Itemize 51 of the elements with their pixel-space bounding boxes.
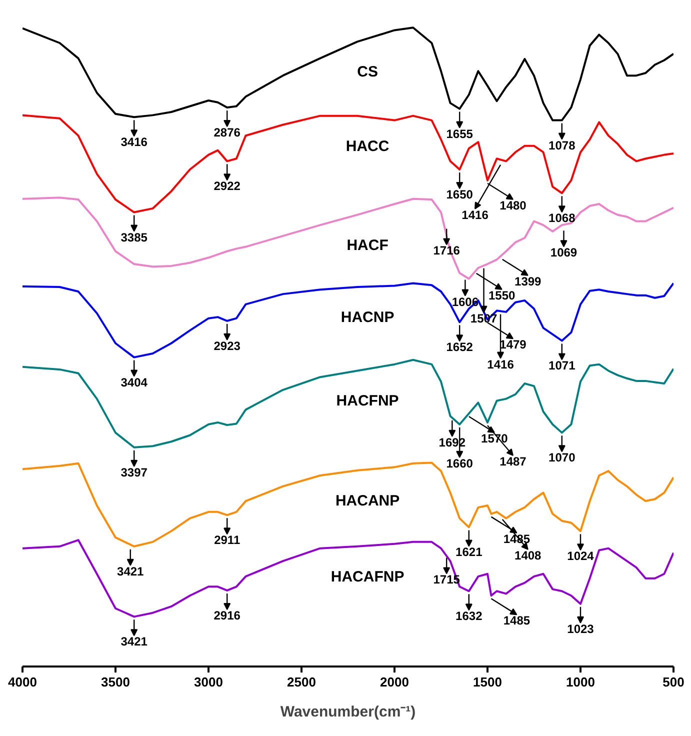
series-label: HACC — [346, 138, 390, 155]
annotation: 1485 — [503, 614, 530, 628]
x-tick-label: 4000 — [8, 674, 37, 690]
annotation: 3421 — [117, 564, 144, 578]
x-tick-label: 2500 — [287, 674, 316, 690]
annotation: 3404 — [120, 375, 148, 390]
annotation: 2923 — [214, 338, 241, 353]
series-label: CS — [357, 64, 378, 81]
annotation: 2876 — [214, 126, 241, 140]
x-tick-label: 1000 — [566, 674, 595, 690]
annotation: 3416 — [120, 135, 148, 150]
annotation: 1068 — [548, 211, 576, 226]
annotation: 1632 — [456, 609, 483, 624]
annotation: 3421 — [120, 634, 148, 649]
x-tick-label: 2000 — [380, 674, 409, 690]
series-label: HACAFNP — [330, 568, 404, 586]
annotation: 1078 — [548, 138, 576, 152]
x-tick-label: 500 — [662, 674, 684, 690]
annotation: 3385 — [120, 230, 148, 244]
annotation: 3397 — [120, 465, 148, 480]
series-label: HACF — [346, 236, 388, 254]
annotation: 1655 — [446, 126, 474, 141]
annotation: 1070 — [548, 450, 576, 465]
annotation: 1024 — [567, 549, 594, 564]
annotation: 1479 — [500, 338, 527, 352]
annotation: 1550 — [488, 288, 516, 302]
series-label: HACANP — [335, 492, 400, 510]
annotation: 1650 — [446, 187, 474, 202]
annotation: 1652 — [446, 340, 474, 354]
annotation: 1716 — [433, 244, 460, 258]
annotation: 1621 — [456, 545, 483, 560]
annotation: 1399 — [514, 274, 542, 288]
annotation: 1069 — [550, 246, 578, 260]
annotation: 2922 — [214, 179, 241, 194]
annotation: 1408 — [514, 548, 542, 562]
annotation: 1416 — [462, 208, 489, 222]
annotation: 1416 — [487, 357, 514, 372]
annotation: 1480 — [500, 198, 527, 212]
annotation: 2916 — [214, 608, 241, 622]
series-label: HACFNP — [336, 392, 399, 410]
annotation: 1660 — [446, 456, 474, 470]
annotation: 1487 — [500, 454, 527, 468]
annotation: 1507 — [470, 311, 498, 326]
annotation: 1071 — [548, 358, 576, 373]
x-tick-label: 3000 — [194, 674, 223, 690]
x-tick-label: 1500 — [473, 674, 502, 690]
annotation: 2911 — [214, 533, 240, 548]
series-label: HACNP — [340, 309, 394, 326]
x-tick-label: 3500 — [101, 674, 130, 690]
annotation: 1023 — [567, 622, 594, 636]
x-axis-title: Wavenumber(cm⁻¹) — [280, 704, 416, 720]
